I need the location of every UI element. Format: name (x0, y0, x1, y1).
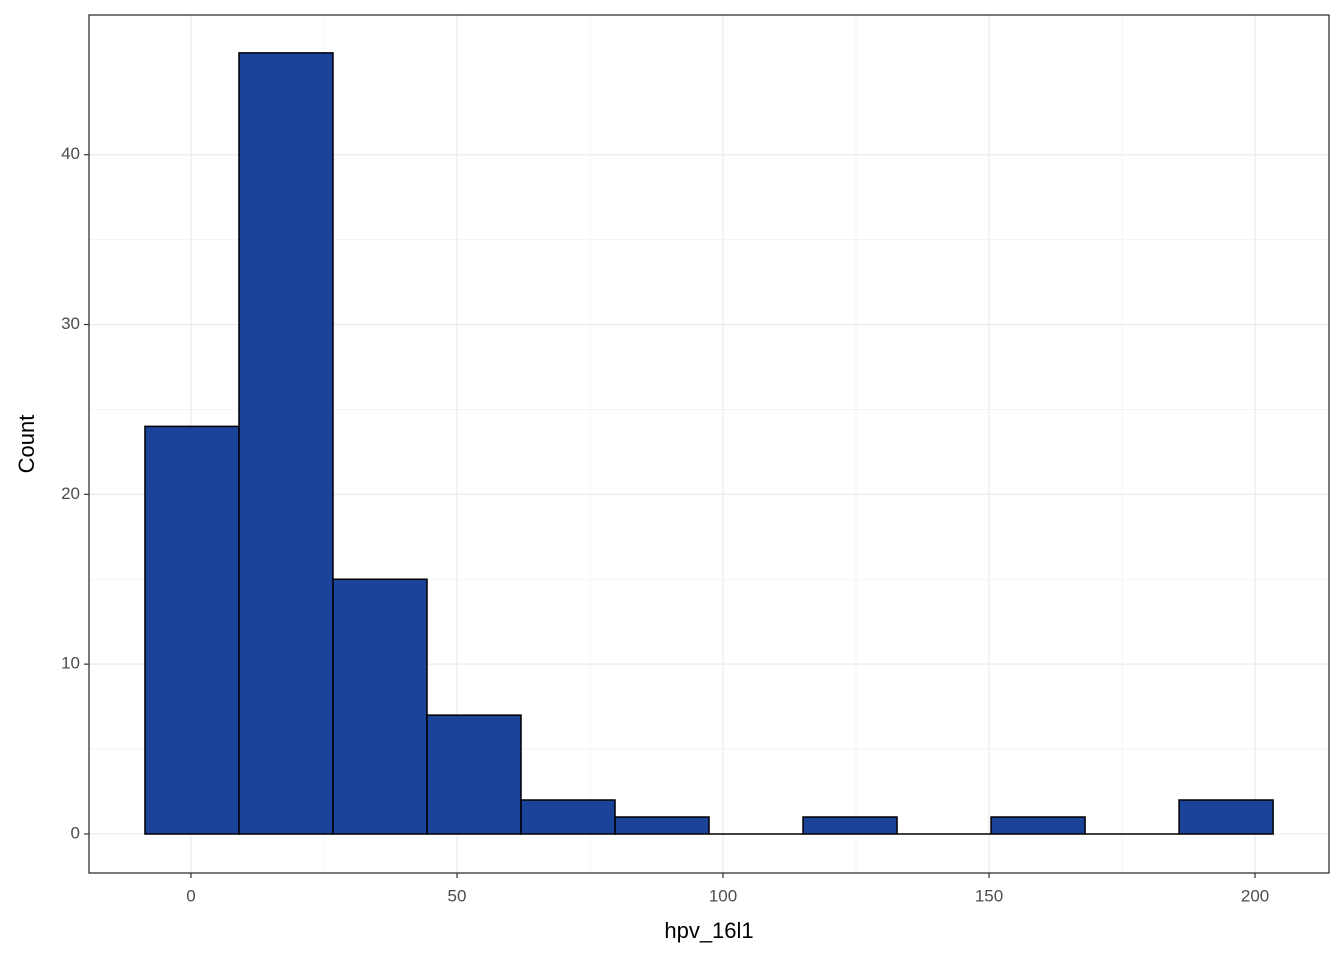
bar (614, 816, 710, 835)
bar (990, 816, 1086, 835)
y-tick-label: 10 (61, 654, 80, 673)
bar (238, 52, 334, 835)
bar (802, 816, 898, 835)
bar (144, 425, 240, 835)
x-axis-title: hpv_16l1 (664, 918, 753, 943)
panel-border (88, 14, 1330, 874)
y-axis-title: Count (14, 415, 39, 474)
x-tick-label: 200 (1241, 886, 1269, 905)
y-tick-label: 30 (61, 314, 80, 333)
bar (520, 799, 616, 835)
x-tick-label: 150 (975, 886, 1003, 905)
y-tick-label: 20 (61, 484, 80, 503)
x-tick-label: 0 (186, 886, 195, 905)
y-tick-label: 40 (61, 144, 80, 163)
bar (332, 578, 428, 835)
y-tick-label: 0 (71, 823, 80, 842)
x-tick-label: 100 (709, 886, 737, 905)
x-tick-label: 50 (448, 886, 467, 905)
bar (1178, 799, 1274, 835)
bar (426, 714, 522, 835)
